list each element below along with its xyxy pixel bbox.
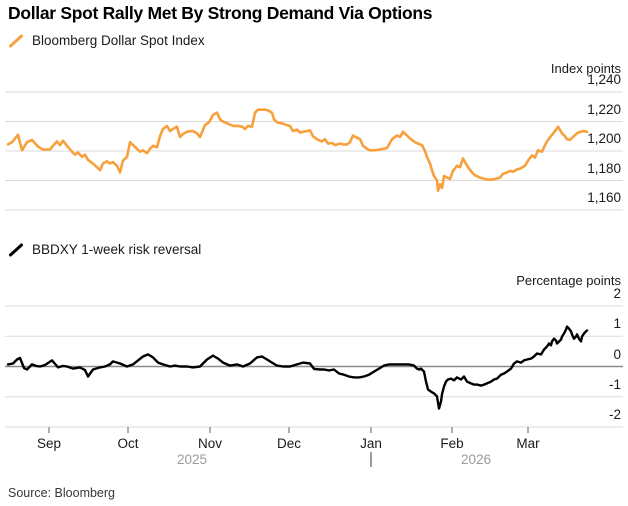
source-attribution: Source: Bloomberg — [8, 486, 116, 500]
x-month-label: Sep — [36, 436, 62, 451]
y-axis-unit-label-index-points: Index points — [550, 61, 621, 76]
legend-risk-reversal: BBDXY 1-week risk reversal — [8, 242, 201, 257]
y-tick-label: -2 — [608, 407, 621, 422]
risk-reversal-line — [6, 325, 589, 410]
x-year-label: 2026 — [460, 452, 492, 467]
y-tick-label: -1 — [608, 377, 621, 392]
x-month-label: Nov — [197, 436, 222, 451]
x-month-label: Feb — [440, 436, 464, 451]
y-tick-label: 2 — [613, 286, 621, 301]
black-line-swatch-icon — [9, 243, 23, 256]
y-tick-label: 1 — [613, 316, 621, 331]
dollar-spot-index-chart — [5, 91, 623, 211]
page-title: Dollar Spot Rally Met By Strong Demand V… — [8, 3, 433, 23]
year-divider — [370, 452, 372, 467]
y-axis-unit-label-percentage-points: Percentage points — [516, 273, 621, 288]
legend-dollar-spot-index: Bloomberg Dollar Spot Index — [8, 33, 205, 48]
x-month-label: Mar — [516, 436, 540, 451]
x-month-label: Jan — [360, 436, 382, 451]
x-month-label: Dec — [276, 436, 301, 451]
y-tick-label: 1,240 — [587, 72, 621, 87]
orange-line-swatch-icon — [9, 34, 23, 47]
y-tick-label: 0 — [613, 347, 621, 362]
legend-label-dollar-spot-index: Bloomberg Dollar Spot Index — [32, 33, 205, 48]
x-year-label: 2025 — [176, 452, 208, 467]
y-tick-label: 1,160 — [587, 190, 621, 205]
legend-label-risk-reversal: BBDXY 1-week risk reversal — [32, 242, 202, 257]
risk-reversal-chart — [5, 305, 623, 433]
y-tick-label: 1,200 — [587, 131, 621, 146]
dollar-spot-index-line — [6, 108, 589, 193]
x-month-label: Oct — [117, 436, 139, 451]
y-tick-label: 1,180 — [587, 161, 621, 176]
y-tick-label: 1,220 — [587, 102, 621, 117]
